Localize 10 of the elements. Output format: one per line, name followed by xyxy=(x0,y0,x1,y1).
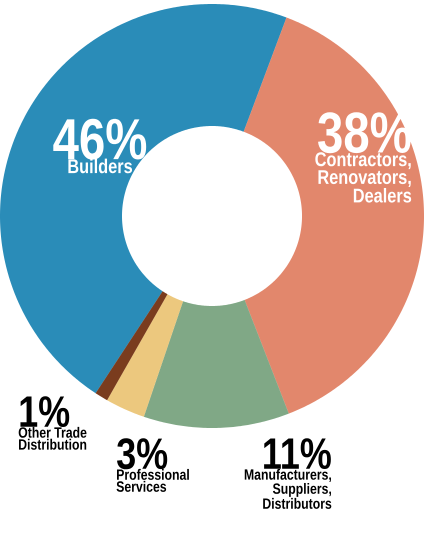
data-label: 11% xyxy=(264,438,331,470)
data-label: 46% xyxy=(53,118,146,160)
slice-label: Professional Services xyxy=(116,468,189,492)
slice-label: Other Trade Distribution xyxy=(18,426,86,450)
data-label: 38% xyxy=(318,112,411,154)
slice-label: Manufacturers, Suppliers, Distributors xyxy=(244,468,332,509)
data-label: 3% xyxy=(117,438,168,470)
slice-label: Builders xyxy=(68,158,132,174)
slice-label: Contractors, Renovators, Dealers xyxy=(315,152,412,203)
data-label: 1% xyxy=(20,396,70,428)
